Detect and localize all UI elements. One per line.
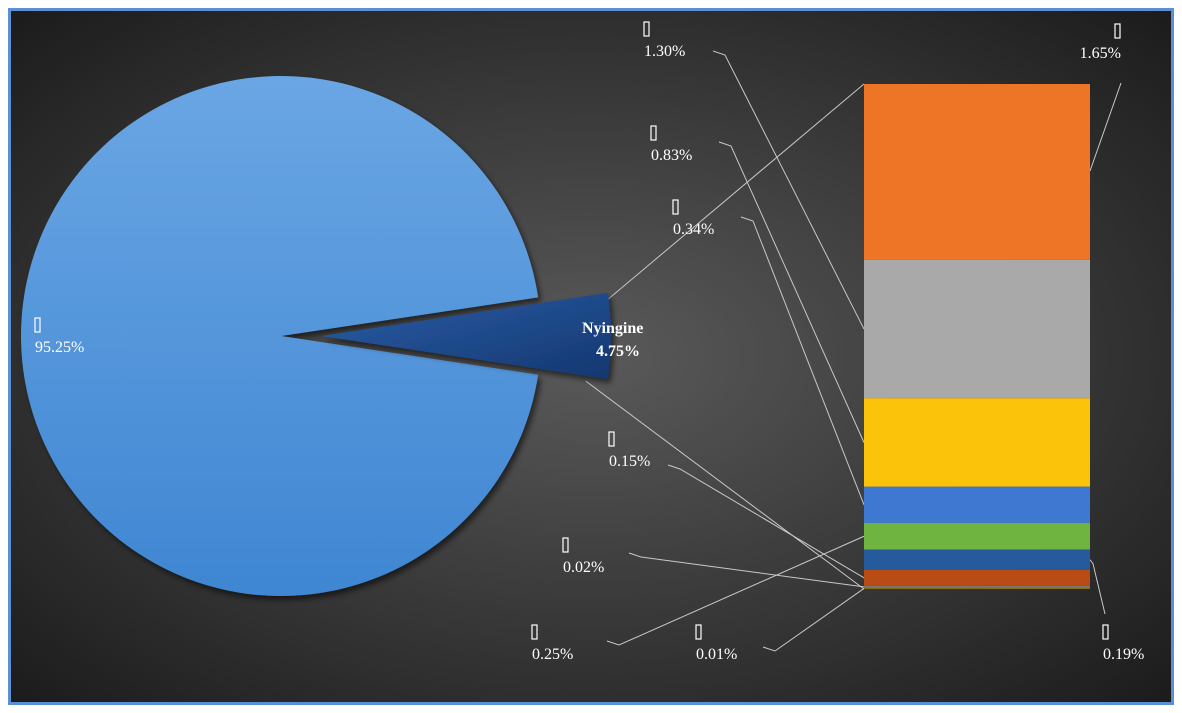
label-bar-2-value: 1.30% xyxy=(644,43,685,60)
leader-lines xyxy=(585,50,1122,652)
bar-segment-7 xyxy=(864,569,1090,586)
pie-slice-main xyxy=(20,75,539,596)
connector-top xyxy=(603,83,865,304)
pie-slice-other xyxy=(321,292,611,380)
bar-segment-3 xyxy=(864,398,1090,487)
label-pie-other: Nyingine 4.75% xyxy=(582,320,643,360)
label-bar-1-value: 1.65% xyxy=(1080,45,1121,62)
missing-glyph-icon xyxy=(531,624,538,640)
bar-segment-6 xyxy=(864,549,1090,570)
leader-line-3 xyxy=(718,141,865,443)
missing-glyph-icon xyxy=(672,199,679,215)
missing-glyph-icon xyxy=(34,317,41,333)
label-bar-5-value: 0.25% xyxy=(532,646,573,663)
label-bar-2: 1.30% xyxy=(643,21,685,60)
label-bar-6-value: 0.19% xyxy=(1103,646,1144,663)
label-bar-3: 0.83% xyxy=(650,125,692,164)
label-bar-8-value: 0.02% xyxy=(563,559,604,576)
label-bar-5: 0.25% xyxy=(531,624,573,663)
label-bar-7-value: 0.15% xyxy=(609,453,650,470)
leader-line-9 xyxy=(762,588,865,652)
label-bar-3-value: 0.83% xyxy=(651,147,692,164)
pie-group xyxy=(20,75,611,596)
missing-glyph-icon xyxy=(608,431,615,447)
bar-segment-5 xyxy=(864,522,1090,550)
bar-segment-1 xyxy=(864,84,1090,260)
missing-glyph-icon xyxy=(695,624,702,640)
missing-glyph-icon xyxy=(562,537,569,553)
label-bar-8: 0.02% xyxy=(562,537,604,576)
chart-frame: 95.25% Nyingine 4.75% 1.65% 1.30% 0.83% 0.34% 0… xyxy=(8,8,1174,705)
missing-glyph-icon xyxy=(650,125,657,141)
bar-segment-4 xyxy=(864,486,1090,523)
label-pie-other-name: Nyingine xyxy=(582,320,643,337)
leader-line-2 xyxy=(712,50,865,330)
leader-line-7 xyxy=(667,464,865,579)
bar-of-pie-chart: 95.25% Nyingine 4.75% 1.65% 1.30% 0.83% 0.34% 0… xyxy=(11,11,1171,702)
data-labels: 95.25% Nyingine 4.75% 1.65% 1.30% 0.83% 0.34% 0… xyxy=(34,21,1144,663)
label-bar-4-value: 0.34% xyxy=(673,221,714,238)
label-bar-6: 0.19% xyxy=(1102,624,1144,663)
label-bar-9-value: 0.01% xyxy=(696,646,737,663)
label-bar-7: 0.15% xyxy=(608,431,650,470)
leader-line-8 xyxy=(628,552,865,588)
missing-glyph-icon xyxy=(643,21,650,37)
connector-bottom xyxy=(585,380,865,590)
label-bar-9: 0.01% xyxy=(695,624,737,663)
label-pie-main-value: 95.25% xyxy=(35,339,84,356)
label-pie-other-value: 4.75% xyxy=(596,343,640,360)
leader-line-5 xyxy=(606,535,865,646)
label-bar-4: 0.34% xyxy=(672,199,714,238)
label-bar-1: 1.65% xyxy=(1080,23,1121,62)
bar-segment-8 xyxy=(864,585,1090,588)
bar-segment-9 xyxy=(864,587,1090,589)
missing-glyph-icon xyxy=(1114,23,1121,39)
leader-line-1 xyxy=(1089,82,1122,172)
bar-stack xyxy=(864,84,1090,589)
bar-segment-2 xyxy=(864,259,1090,399)
missing-glyph-icon xyxy=(1102,624,1109,640)
label-pie-main: 95.25% xyxy=(34,317,84,356)
leader-line-6 xyxy=(1089,559,1106,615)
leader-line-4 xyxy=(740,216,865,506)
